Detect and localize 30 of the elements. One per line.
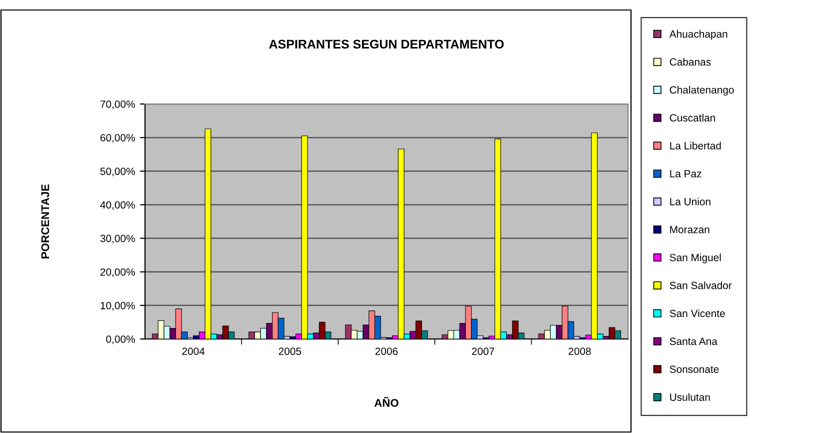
legend-label: Cuscatlan bbox=[670, 114, 715, 122]
legend-label: San Vicente bbox=[670, 309, 725, 318]
legend-label: Sonsonate bbox=[670, 366, 719, 373]
legend-label: Morazan bbox=[670, 226, 710, 234]
legend-label: Chalatenango bbox=[670, 86, 734, 96]
x-tick-label: 2007 bbox=[472, 348, 494, 355]
x-tick-label: 2004 bbox=[182, 348, 205, 355]
y-tick-label: 40,00% bbox=[100, 201, 135, 210]
legend-label: San Salvador bbox=[670, 281, 732, 290]
y-tick-label: 0,00% bbox=[106, 336, 135, 344]
legend-label: Santa Ana bbox=[670, 338, 718, 346]
legend-label: La Libertad bbox=[670, 142, 721, 150]
legend-label: Usulutan bbox=[670, 393, 710, 401]
legend-label: Cabanas bbox=[670, 58, 711, 66]
y-tick-label: 50,00% bbox=[100, 168, 135, 176]
x-tick-label: 2008 bbox=[568, 348, 591, 355]
legend-label: La Paz bbox=[670, 170, 702, 178]
y-tick-label: 60,00% bbox=[100, 134, 135, 143]
legend-label: Ahuachapan bbox=[669, 30, 728, 40]
y-tick-label: 10,00% bbox=[100, 302, 135, 311]
y-tick-label: 20,00% bbox=[100, 268, 135, 277]
y-tick-label: 30,00% bbox=[100, 234, 135, 244]
chart-title: ASPIRANTES SEGUN DEPARTAMENTO bbox=[269, 40, 504, 49]
legend-label: La Union bbox=[670, 198, 710, 206]
legend-label: San Miguel bbox=[670, 254, 721, 264]
x-axis-title: AÑO bbox=[374, 396, 398, 407]
x-tick-label: 2005 bbox=[278, 348, 302, 355]
y-tick-label: 70,00% bbox=[100, 100, 135, 110]
y-axis-title: PORCENTAJE bbox=[41, 184, 50, 258]
x-tick-label: 2006 bbox=[375, 348, 398, 355]
